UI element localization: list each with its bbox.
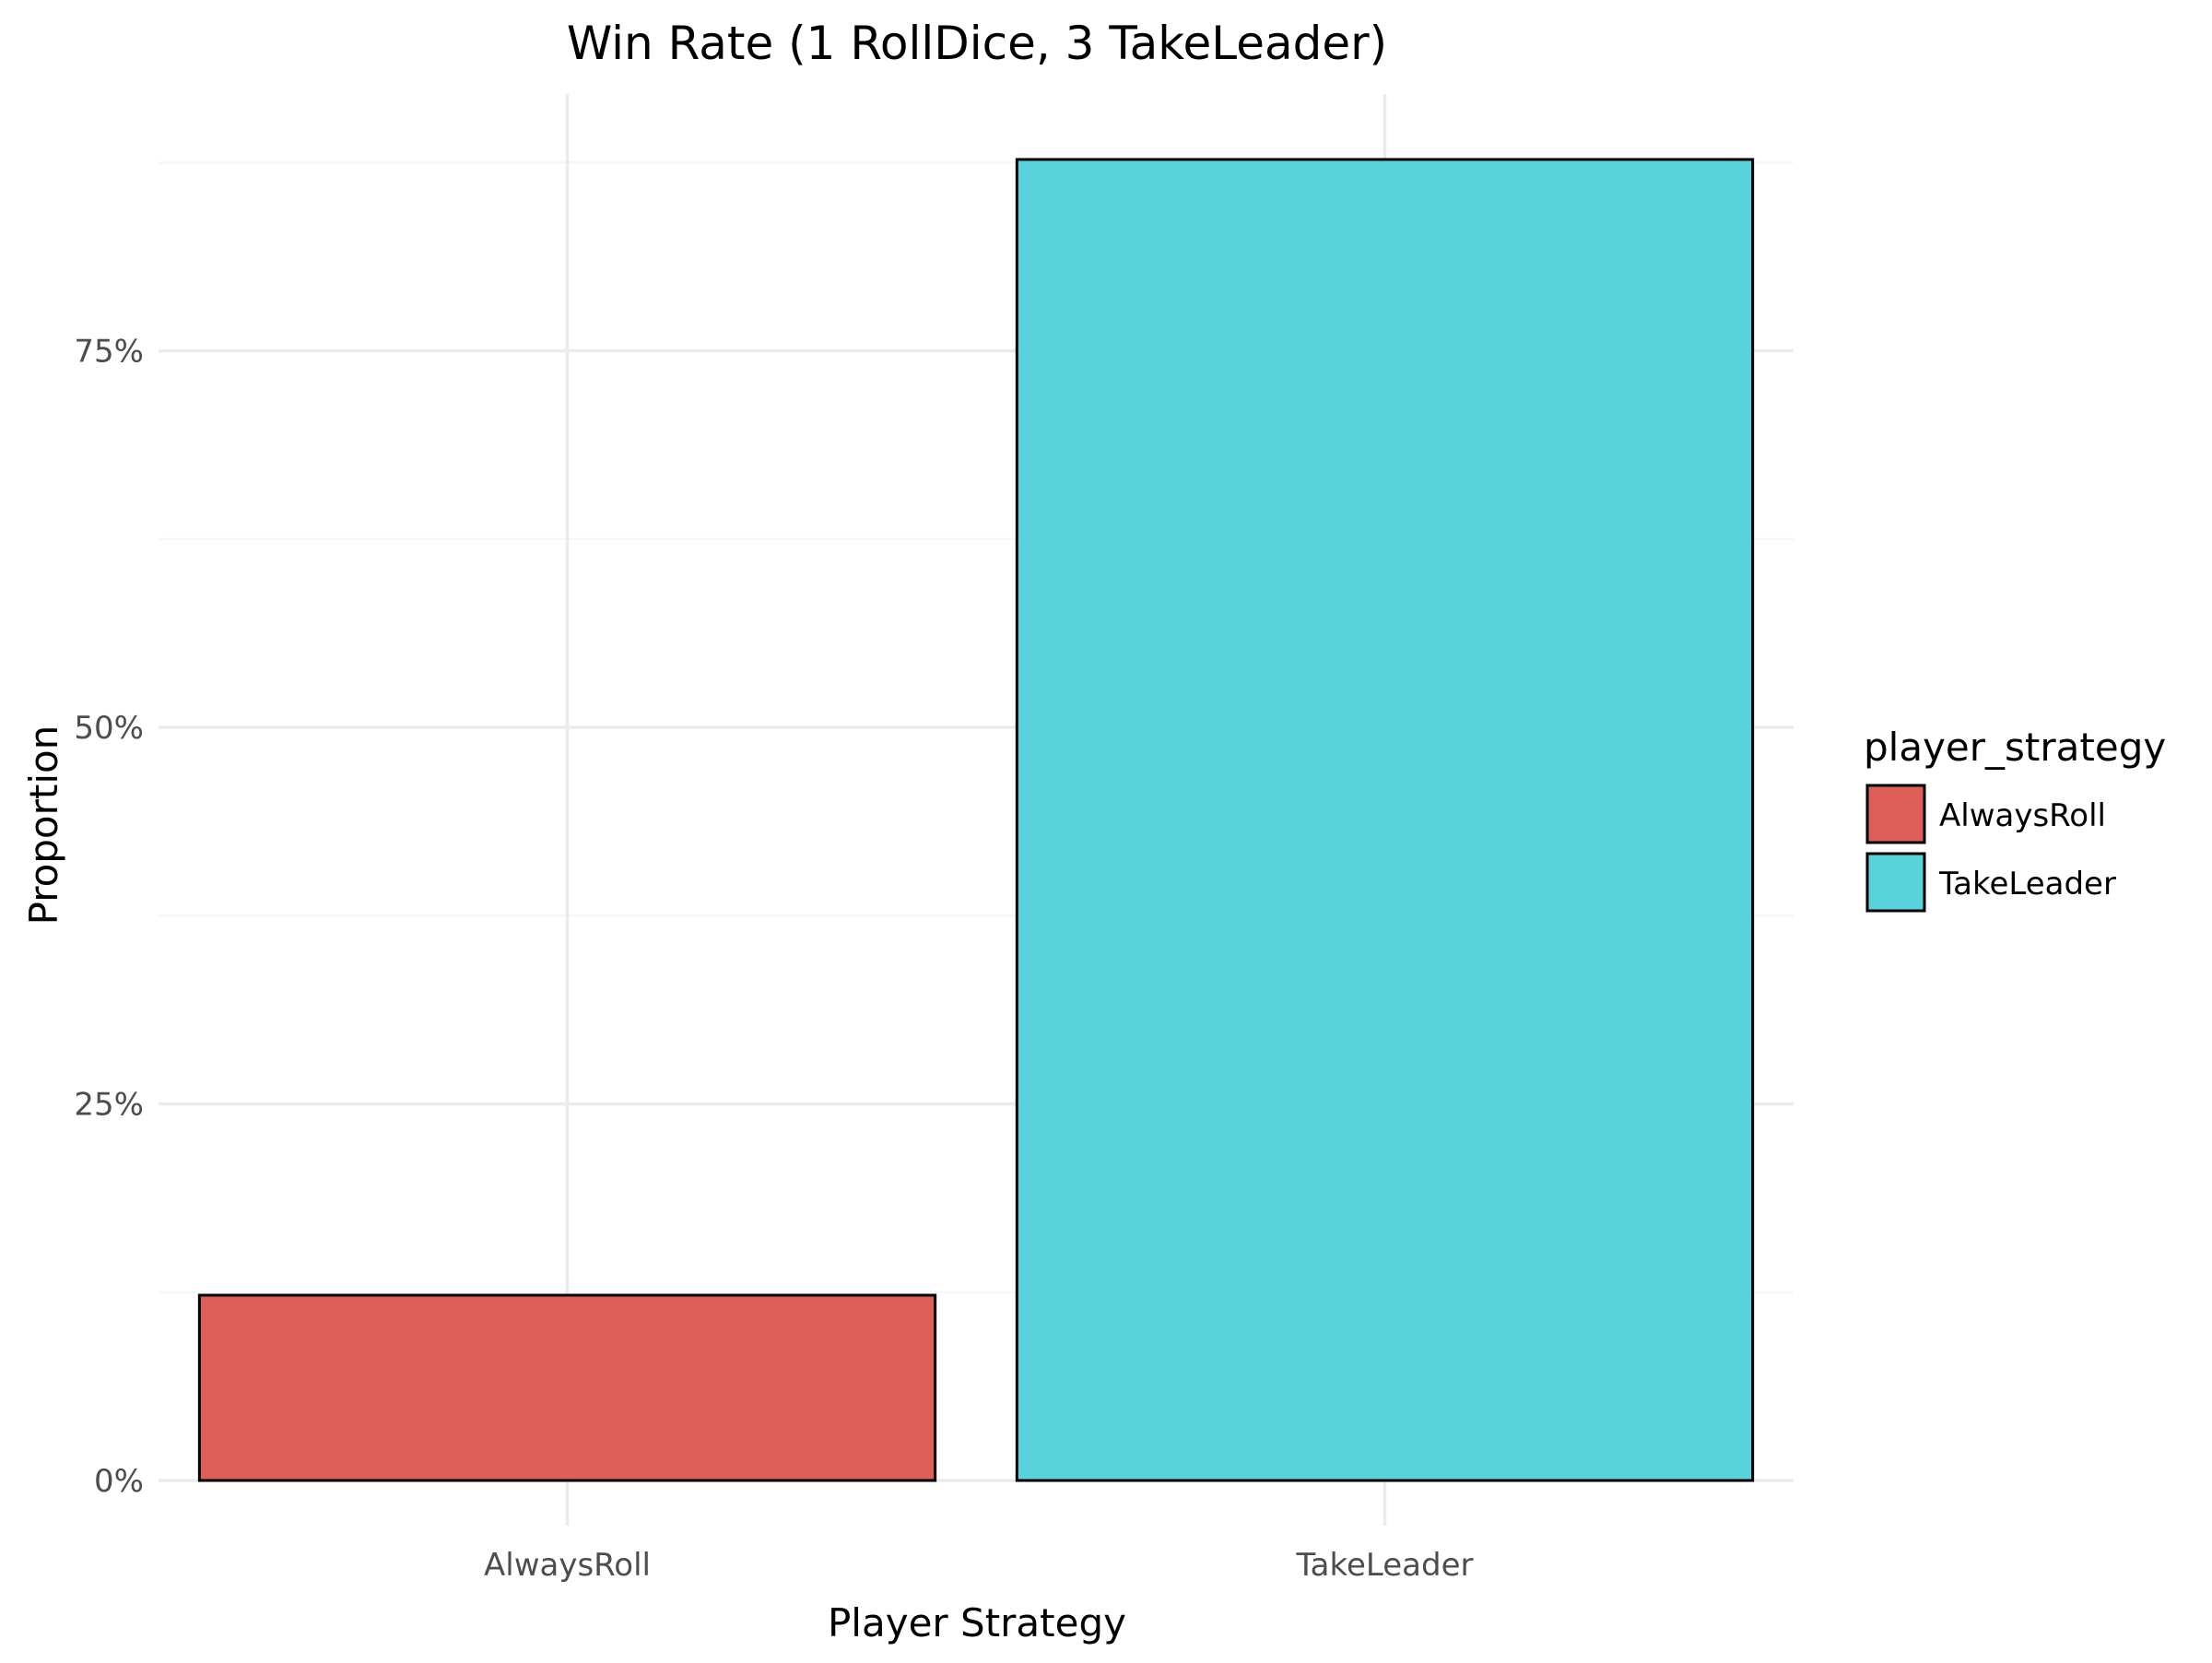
bar-takeleader (1015, 158, 1755, 1482)
x-tick-label-takeleader: TakeLeader (1296, 1547, 1474, 1584)
x-axis-title: Player Strategy (828, 1600, 1126, 1645)
legend-swatch-alwaysroll (1865, 784, 1926, 844)
legend-title: player_strategy (1864, 725, 2166, 770)
legend: player_strategy AlwaysRoll TakeLeader (1864, 725, 2166, 913)
legend-label-alwaysroll: AlwaysRoll (1939, 797, 2106, 834)
x-tick-label-alwaysroll: AlwaysRoll (484, 1547, 651, 1584)
bars (197, 158, 1755, 1482)
legend-label-takeleader: TakeLeader (1938, 866, 2116, 902)
y-tick-label-2: 50% (74, 710, 144, 747)
x-tick-labels: AlwaysRoll TakeLeader (484, 1547, 1473, 1584)
y-tick-label-0: 0% (94, 1463, 144, 1500)
legend-item-takeleader: TakeLeader (1865, 852, 2116, 913)
chart-title: Win Rate (1 RollDice, 3 TakeLeader) (567, 17, 1387, 70)
bar-alwaysroll (197, 1293, 937, 1482)
legend-swatch-takeleader (1865, 852, 1926, 913)
y-tick-labels: 0% 25% 50% 75% (74, 334, 144, 1501)
legend-item-alwaysroll: AlwaysRoll (1865, 784, 2106, 844)
y-tick-label-1: 25% (74, 1087, 144, 1124)
y-axis-title: Proportion (21, 725, 66, 926)
y-tick-label-3: 75% (74, 334, 144, 371)
